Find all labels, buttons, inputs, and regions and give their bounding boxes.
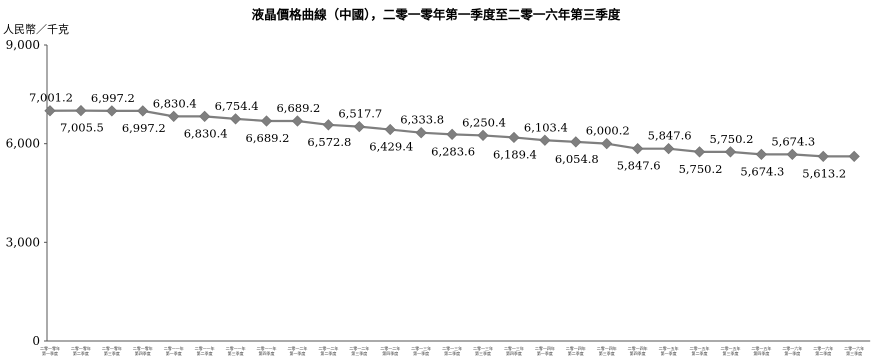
data-label: 6,000.2 [586, 124, 630, 138]
data-point-marker [44, 105, 56, 117]
data-label: 6,754.4 [215, 99, 259, 113]
y-tick-label: 0 [32, 334, 40, 348]
data-point-marker [601, 138, 613, 150]
x-tick-label: 二零一五年第二季度 [690, 345, 710, 356]
data-point-marker [415, 127, 427, 139]
data-label: 7,005.5 [60, 121, 104, 135]
data-point-marker [260, 115, 273, 127]
data-label: 6,429.4 [369, 140, 413, 154]
x-tick-label: 二零一一年第三季度 [226, 345, 246, 356]
data-label: 5,847.6 [617, 159, 661, 173]
data-point-marker [724, 146, 737, 158]
data-label: 6,250.4 [462, 115, 506, 129]
data-point-marker [477, 129, 489, 142]
data-label: 6,997.2 [91, 91, 135, 105]
data-label: 6,517.7 [338, 107, 382, 121]
x-tick-label: 二零一四年第一季度 [535, 345, 555, 356]
x-tick-label: 二零一六年第三季度 [844, 345, 864, 356]
data-point-marker [508, 131, 520, 144]
data-label: 6,333.8 [400, 113, 444, 127]
x-tick-label: 二零一一年第一季度 [164, 345, 184, 356]
x-tick-label: 二零一六年第一季度 [782, 345, 802, 356]
x-tick-label: 二零一五年第三季度 [720, 345, 740, 356]
data-label: 5,674.3 [771, 134, 815, 148]
data-point-marker [229, 113, 242, 125]
x-tick-label: 二零一四年第二季度 [566, 345, 586, 356]
series-markers [44, 104, 860, 163]
data-label: 6,830.4 [184, 126, 228, 140]
data-point-marker [75, 104, 87, 117]
chart-axes [46, 45, 871, 342]
data-label: 5,750.2 [679, 162, 723, 176]
y-axis-ticks: 0 3,000 6,000 9,000 [6, 38, 47, 348]
x-tick-label: 二零一四年第三季度 [597, 345, 617, 356]
data-point-marker [353, 121, 365, 133]
data-label: 6,689.2 [246, 131, 290, 145]
x-tick-label: 二零一五年第四季度 [751, 345, 771, 356]
x-tick-label: 二零一三年第一季度 [411, 345, 431, 356]
data-point-marker [137, 105, 149, 117]
data-label: 5,750.2 [710, 132, 754, 146]
data-point-marker [570, 136, 582, 148]
data-label: 6,189.4 [493, 147, 537, 161]
data-point-marker [168, 110, 180, 122]
data-point-marker [693, 146, 706, 158]
data-label: 5,847.6 [648, 129, 692, 143]
data-label: 5,613.2 [802, 166, 846, 180]
x-tick-label: 二零一三年第四季度 [504, 345, 524, 356]
data-labels: 7,001.2 7,005.5 6,997.2 6,997.2 6,830.4 6,830… [29, 91, 846, 181]
x-axis-tick-labels: 二零一零年第一季度二零一零年第二季度二零一零年第三季度二零一零年第四季度二零一一… [40, 345, 864, 356]
data-label: 6,054.8 [555, 152, 599, 166]
x-tick-label: 二零一二年第三季度 [349, 345, 369, 356]
y-tick-label: 3,000 [6, 235, 40, 249]
data-label: 6,997.2 [122, 121, 166, 135]
data-point-marker [848, 150, 860, 163]
chart-title: 液晶價格曲線（中國），二零一零年第一季度至二零一六年第三季度 [252, 7, 621, 22]
y-axis-unit-label: 人民幣／千克 [3, 23, 69, 36]
data-label: 7,001.2 [29, 91, 73, 105]
data-point-marker [199, 110, 211, 122]
data-point-marker [291, 115, 304, 127]
data-label: 6,830.4 [153, 96, 197, 110]
x-tick-label: 二零一二年第二季度 [318, 345, 338, 356]
x-tick-label: 二零一二年第一季度 [287, 345, 307, 356]
x-tick-label: 二零一一年第二季度 [195, 345, 215, 356]
data-point-marker [322, 119, 334, 131]
data-label: 5,674.3 [740, 164, 784, 178]
data-point-marker [786, 148, 798, 161]
x-tick-label: 二零一五年第一季度 [659, 345, 679, 356]
x-tick-label: 二零一零年第三季度 [102, 345, 122, 356]
y-tick-label: 9,000 [6, 38, 40, 52]
x-tick-label: 二零一零年第四季度 [133, 345, 153, 356]
x-tick-label: 二零一一年第四季度 [257, 345, 277, 356]
x-tick-label: 二零一四年第四季度 [628, 345, 648, 356]
data-point-marker [384, 123, 396, 136]
data-label: 6,572.8 [307, 135, 351, 149]
data-label: 6,689.2 [276, 101, 320, 115]
x-tick-label: 二零一三年第三季度 [473, 345, 493, 356]
x-tick-label: 二零一三年第二季度 [442, 345, 462, 356]
x-tick-label: 二零一六年第二季度 [813, 345, 833, 356]
y-tick-label: 6,000 [6, 137, 40, 151]
data-point-marker [662, 143, 675, 155]
x-tick-label: 二零一二年第四季度 [380, 345, 400, 356]
data-point-marker [106, 105, 118, 117]
x-tick-label: 二零一零年第一季度 [40, 345, 60, 356]
data-point-marker [632, 143, 644, 155]
x-tick-label: 二零一零年第二季度 [71, 345, 91, 356]
data-point-marker [446, 128, 458, 140]
data-point-marker [539, 134, 551, 146]
data-point-marker [817, 150, 829, 163]
data-label: 6,283.6 [431, 144, 475, 158]
data-label: 6,103.4 [524, 120, 568, 134]
data-point-marker [755, 148, 768, 161]
